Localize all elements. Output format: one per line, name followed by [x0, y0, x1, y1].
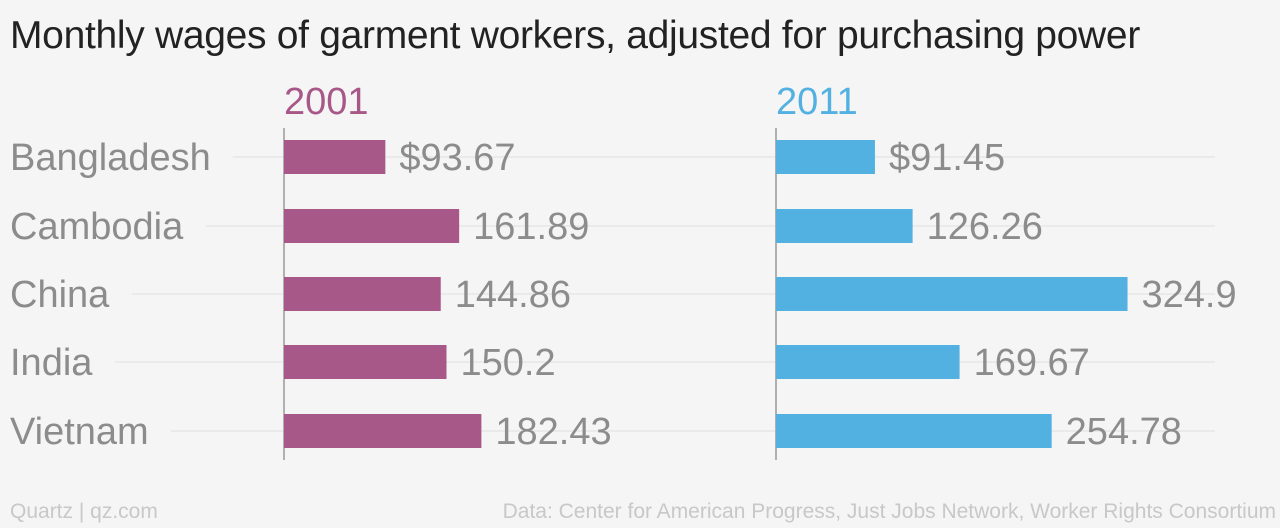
panel-2001: 2001 $93.67 161.89 144.86 150.2 182.43: [283, 81, 612, 460]
category-label: Cambodia: [10, 206, 184, 248]
data-label: 150.2: [461, 342, 556, 384]
bar: [284, 209, 460, 243]
category-label: Bangladesh: [10, 137, 211, 179]
data-label: 126.26: [927, 206, 1043, 248]
series-label: 2001: [284, 81, 369, 123]
chart-panels: 2001 $93.67 161.89 144.86 150.2 182.43 2011 $91…: [283, 81, 1237, 460]
bar: [776, 345, 960, 379]
data-label: 144.86: [455, 274, 571, 316]
series-label: 2011: [776, 81, 858, 123]
data-label: $93.67: [399, 137, 515, 179]
data-label: 324.9: [1142, 274, 1237, 316]
data-label: 169.67: [974, 342, 1090, 384]
bar: [284, 345, 447, 379]
footer-source: Data: Center for American Progress, Just…: [502, 500, 1276, 523]
bar: [776, 209, 913, 243]
bar: [776, 140, 875, 174]
data-label: 182.43: [495, 411, 611, 453]
bar: [776, 414, 1052, 448]
category-labels: Bangladesh Cambodia China India Vietnam: [10, 137, 211, 453]
bar: [284, 414, 482, 448]
bar: [776, 277, 1128, 311]
chart-title: Monthly wages of garment workers, adjust…: [10, 14, 1141, 57]
footer-credit: Quartz | qz.com: [10, 500, 158, 523]
bar: [284, 140, 386, 174]
data-label: 161.89: [473, 206, 589, 248]
bar: [284, 277, 441, 311]
data-label: 254.78: [1066, 411, 1182, 453]
category-label: India: [10, 342, 93, 384]
category-label: China: [10, 274, 110, 316]
category-label: Vietnam: [10, 411, 149, 453]
data-label: $91.45: [889, 137, 1005, 179]
panel-2011: 2011 $91.45 126.26 324.9 169.67 254.78: [775, 81, 1237, 460]
